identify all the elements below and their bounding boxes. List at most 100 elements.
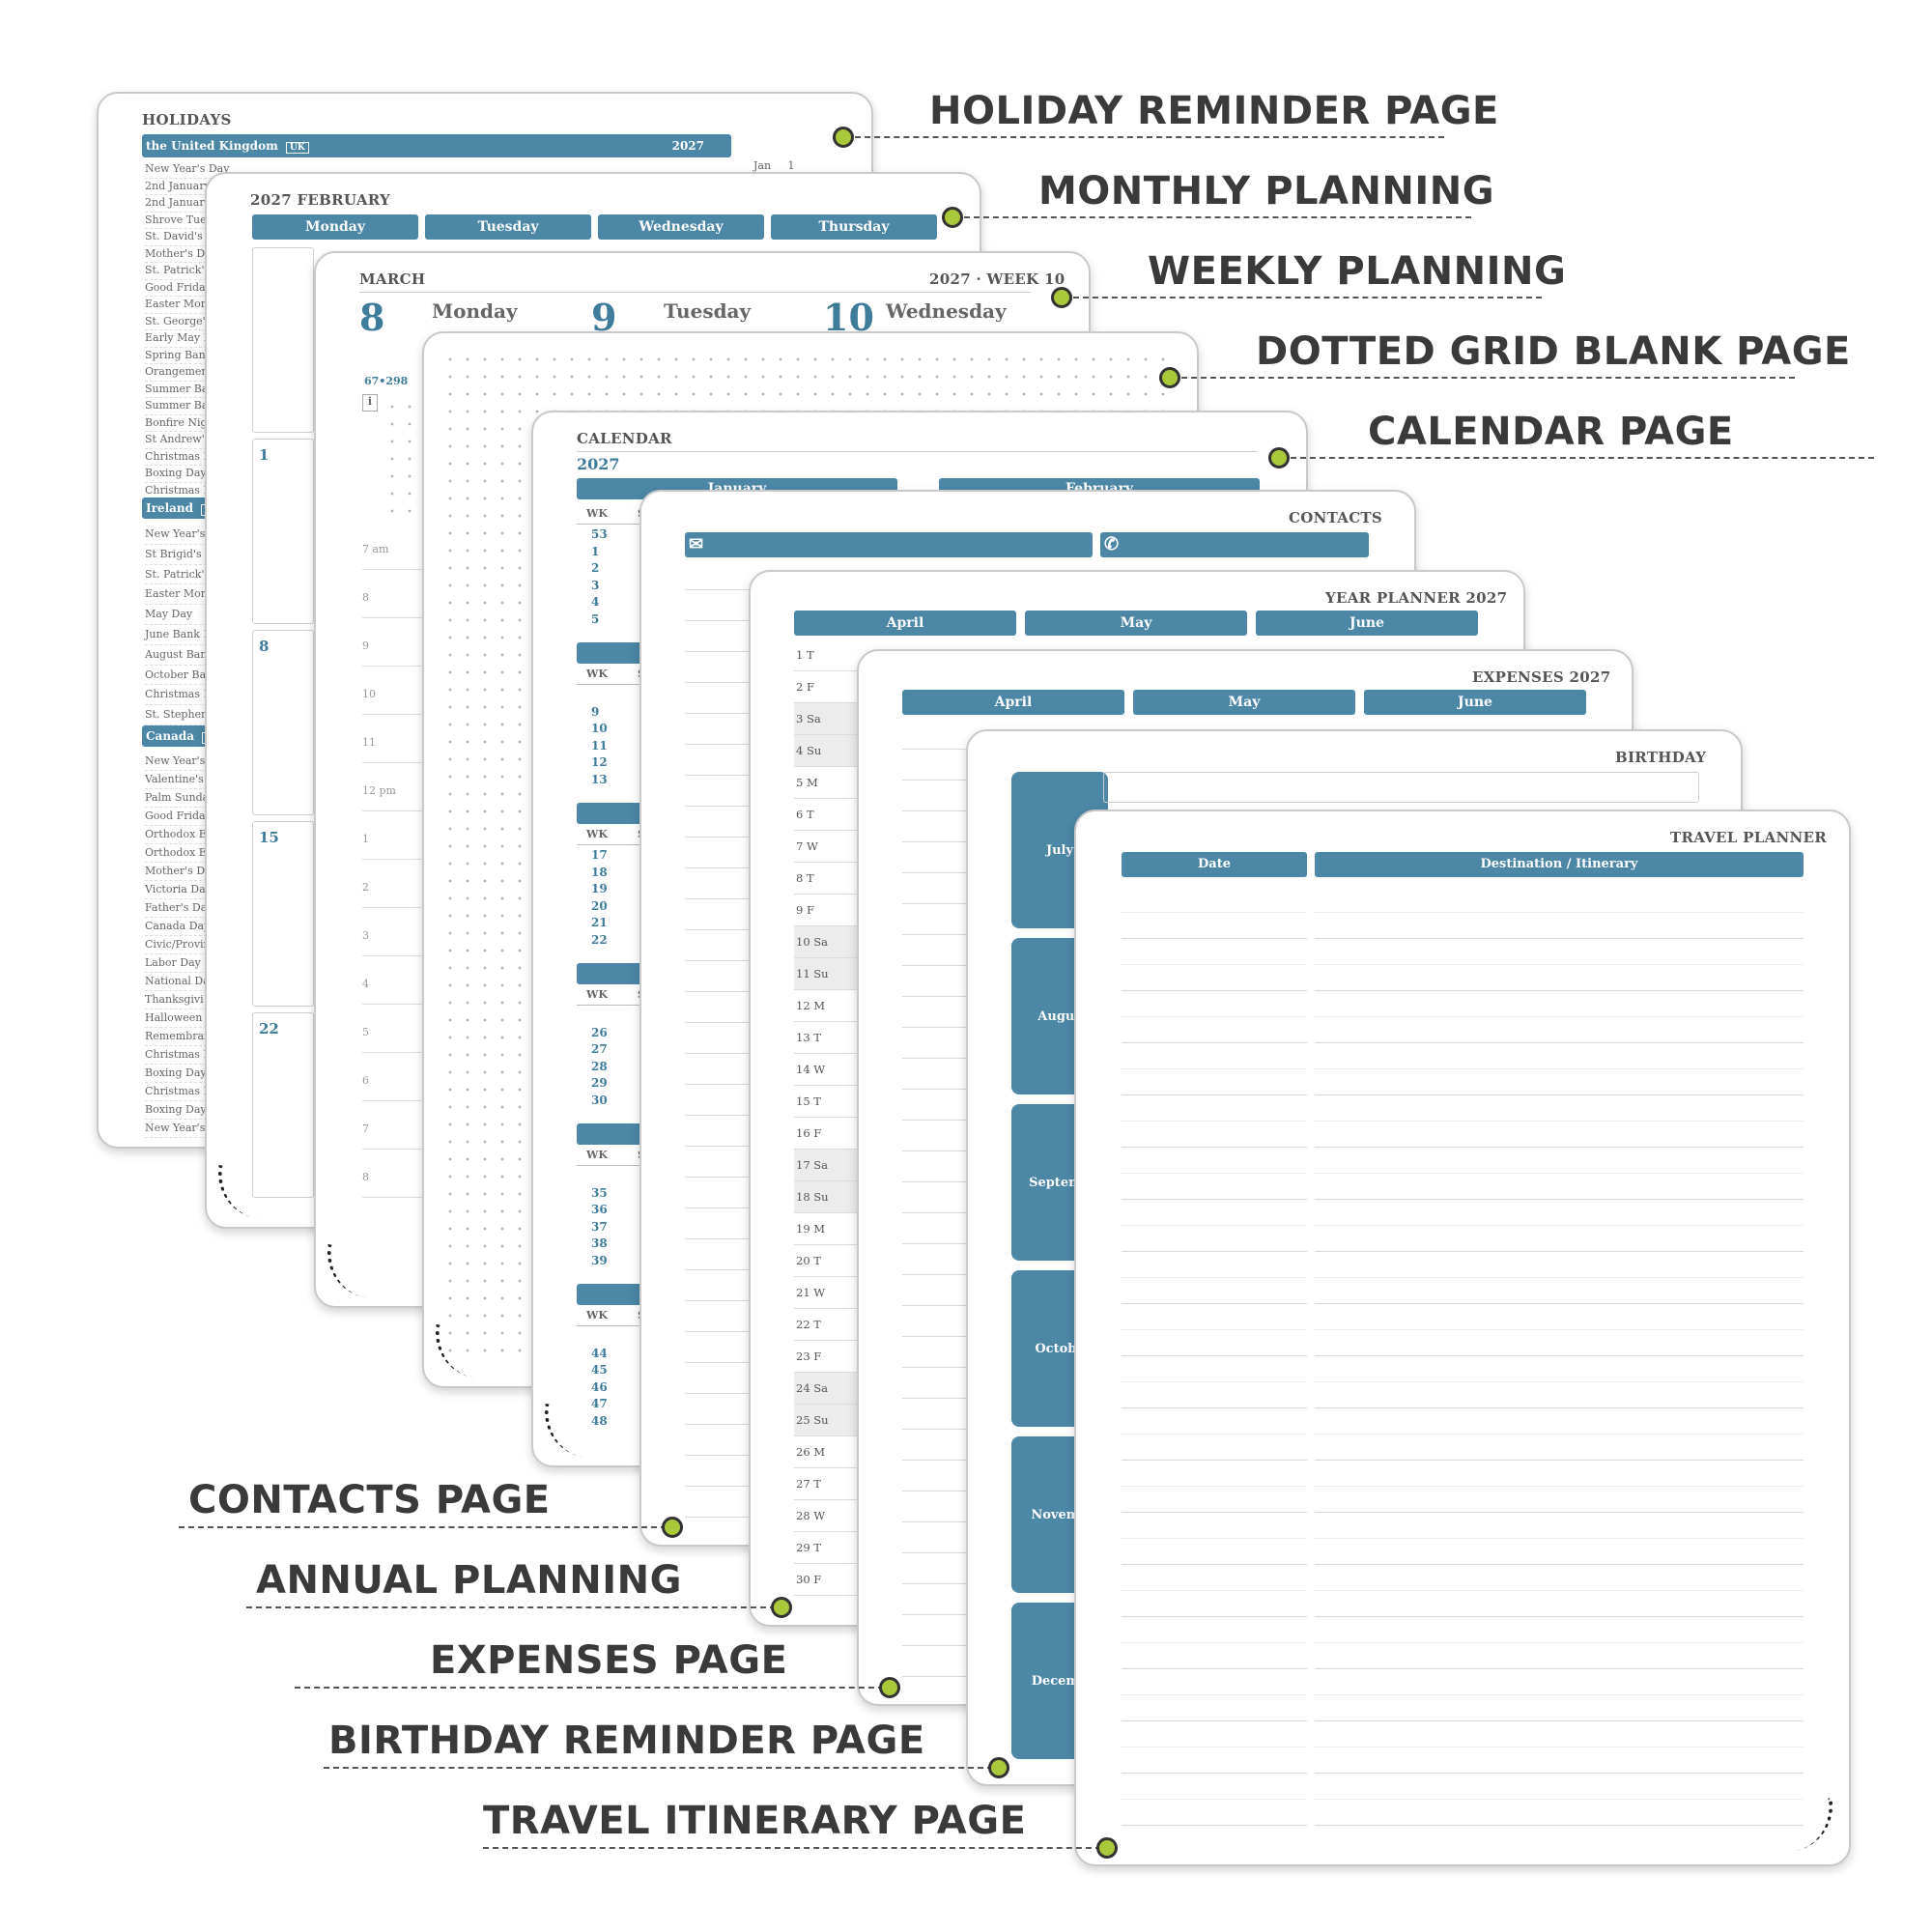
holiday-item: Christmas D xyxy=(145,449,261,466)
week-number: 5 xyxy=(591,611,600,626)
holiday-item: New Year's I xyxy=(145,753,261,771)
country-code: UK xyxy=(285,142,309,154)
page-title: BIRTHDAY xyxy=(1615,749,1707,766)
holiday-item: Early May B xyxy=(145,330,261,348)
day-row[interactable]: 26 M xyxy=(794,1436,910,1468)
holiday-item: Orangemen xyxy=(145,364,261,382)
page-title: CONTACTS xyxy=(1289,509,1383,526)
month-header: June xyxy=(1256,611,1478,636)
contacts-leader-line xyxy=(179,1526,667,1528)
envelope-icon: ✉ xyxy=(689,534,704,554)
country-name: the United Kingdom xyxy=(146,139,278,153)
day-row[interactable]: 21 W xyxy=(794,1277,910,1309)
calendar-callout: CALENDAR PAGE xyxy=(1368,410,1734,454)
page-curl-icon xyxy=(320,1243,378,1299)
week-number: 12 xyxy=(591,755,608,769)
day-name: Monday xyxy=(432,299,518,323)
day-row[interactable]: 28 W xyxy=(794,1500,910,1532)
holiday-item: Summer Ba xyxy=(145,382,261,398)
week-number: 9 xyxy=(591,704,600,719)
day-cell[interactable] xyxy=(252,630,314,815)
week-number: 20 xyxy=(591,898,608,913)
block-rule xyxy=(577,684,683,685)
day-cell[interactable] xyxy=(252,439,314,624)
day-row[interactable]: 14 W xyxy=(794,1054,910,1086)
hour-label: 11 xyxy=(362,736,459,763)
holiday-item: Canada Day xyxy=(145,918,261,936)
birthday-marker-dot xyxy=(988,1757,1009,1778)
day-row[interactable]: 30 F xyxy=(794,1564,910,1596)
day-row[interactable]: 8 T xyxy=(794,863,910,895)
hour-label: 8 xyxy=(362,591,459,618)
day-row[interactable]: 5 M xyxy=(794,767,910,799)
day-row[interactable]: 2 F xyxy=(794,671,910,703)
annual-marker-dot xyxy=(771,1597,792,1618)
info-icon[interactable]: i xyxy=(362,394,378,412)
holiday-item: Halloween xyxy=(145,1009,261,1028)
week-number-header: WK xyxy=(586,988,608,1001)
week-number: 44 xyxy=(591,1346,608,1360)
holiday-marker-dot xyxy=(833,127,854,148)
holiday-item: 2nd January xyxy=(145,195,261,213)
week-number: 46 xyxy=(591,1379,608,1394)
birthday-box xyxy=(1103,772,1699,803)
annual-callout: ANNUAL PLANNING xyxy=(256,1558,682,1603)
day-row[interactable]: 7 W xyxy=(794,831,910,863)
monthly-marker-dot xyxy=(942,207,963,228)
day-row[interactable]: 12 M xyxy=(794,990,910,1022)
day-row[interactable]: 13 T xyxy=(794,1022,910,1054)
holiday-item: Christmas D xyxy=(145,1046,261,1065)
holiday-item: Spring Bank xyxy=(145,348,261,364)
page-title: TRAVEL PLANNER xyxy=(1670,829,1828,846)
dotted-leader-line xyxy=(1181,377,1795,379)
day-row[interactable]: 1 T xyxy=(794,639,910,671)
month-header: April xyxy=(902,690,1124,715)
block-rule xyxy=(577,1165,683,1166)
travel-marker-dot xyxy=(1096,1837,1118,1859)
email-column-header: ✉ xyxy=(685,532,1093,557)
week-number: 39 xyxy=(591,1253,608,1267)
hour-label: 7 am xyxy=(362,543,459,570)
weekly-leader-line xyxy=(1073,297,1542,298)
header-rule xyxy=(359,292,1031,293)
day-row[interactable]: 22 T xyxy=(794,1309,910,1341)
holiday-item: Summer Ba xyxy=(145,398,261,415)
day-cell[interactable] xyxy=(252,821,314,1007)
week-number: 53 xyxy=(591,527,608,541)
country-header-uk: the United Kingdom UK 2027 xyxy=(142,134,731,157)
week-number: 29 xyxy=(591,1076,608,1090)
week-number: 19 xyxy=(591,882,608,895)
day-row[interactable]: 23 F xyxy=(794,1341,910,1373)
travel-leader-line xyxy=(483,1847,1101,1849)
day-cell[interactable] xyxy=(252,247,314,433)
week-number: 27 xyxy=(591,1042,608,1056)
hour-label: 5 xyxy=(362,1026,459,1053)
day-row[interactable]: 19 M xyxy=(794,1213,910,1245)
day-row[interactable]: 16 F xyxy=(794,1118,910,1150)
hour-label: 4 xyxy=(362,978,459,1005)
day-row[interactable]: 27 T xyxy=(794,1468,910,1500)
day-cell[interactable] xyxy=(252,1012,314,1198)
ie-holiday-list: New Year's I St Brigid's D St. Patrick's Ea… xyxy=(145,525,261,725)
day-row[interactable]: 20 T xyxy=(794,1245,910,1277)
day-row[interactable]: 9 F xyxy=(794,895,910,926)
day-row[interactable]: 6 T xyxy=(794,799,910,831)
day-row[interactable]: 15 T xyxy=(794,1086,910,1118)
holiday-item: Boxing Day xyxy=(145,466,261,483)
holiday-item: Victoria Day xyxy=(145,881,261,899)
day-row[interactable]: 29 T xyxy=(794,1532,910,1564)
date-lines[interactable] xyxy=(1122,887,1307,1843)
monthly-leader-line xyxy=(964,216,1471,218)
destination-lines[interactable] xyxy=(1315,887,1804,1843)
week-number: 3 xyxy=(591,578,600,592)
holiday-item: New Year's I xyxy=(145,1120,261,1138)
page-curl-icon xyxy=(537,1403,595,1459)
week-number-column: 9 10 11 12 13 xyxy=(591,704,608,789)
holiday-item: June Bank I xyxy=(145,625,261,645)
country-name: Ireland xyxy=(146,501,194,515)
page-title: CALENDAR xyxy=(577,430,672,447)
week-number: 28 xyxy=(591,1059,608,1073)
date-number: 8 xyxy=(259,638,270,655)
calendar-year: 2027 xyxy=(577,455,620,473)
weekly-callout: WEEKLY PLANNING xyxy=(1148,249,1567,294)
